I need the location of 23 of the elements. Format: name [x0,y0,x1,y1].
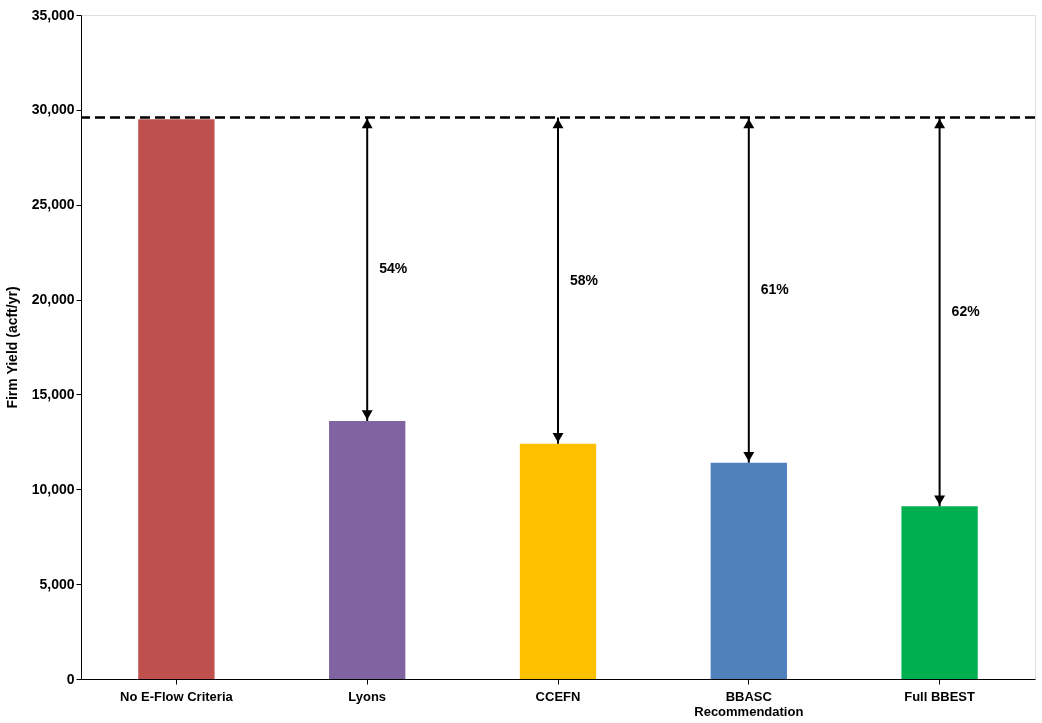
y-tick-label: 10,000 [31,480,75,497]
y-tick-label: 5,000 [39,575,75,592]
y-tick-label: 35,000 [31,6,75,23]
y-axis-title: Firm Yield (acft/yr) [3,286,20,409]
annotation: 62% [951,302,981,319]
x-tick-label: CCEFN [535,688,581,704]
x-tick-label: Lyons [348,688,387,704]
annotation: 58% [570,271,599,288]
bar [519,443,597,679]
bar [901,506,978,679]
bar [710,462,787,679]
y-tick-label: 30,000 [31,101,75,118]
y-tick-label: 0 [66,670,75,687]
bar [138,119,215,679]
annotation: 54% [379,260,408,277]
x-tick-label: No E-Flow Criteria [120,688,234,704]
y-tick-label: 15,000 [31,385,75,402]
x-tick-label: BBASC Recommendation [694,688,804,719]
annotation: 61% [760,281,790,298]
y-tick-label: 25,000 [31,196,75,213]
bar [329,420,406,679]
y-tick-label: 20,000 [31,291,75,308]
x-tick-label: Full BBEST [904,688,976,704]
